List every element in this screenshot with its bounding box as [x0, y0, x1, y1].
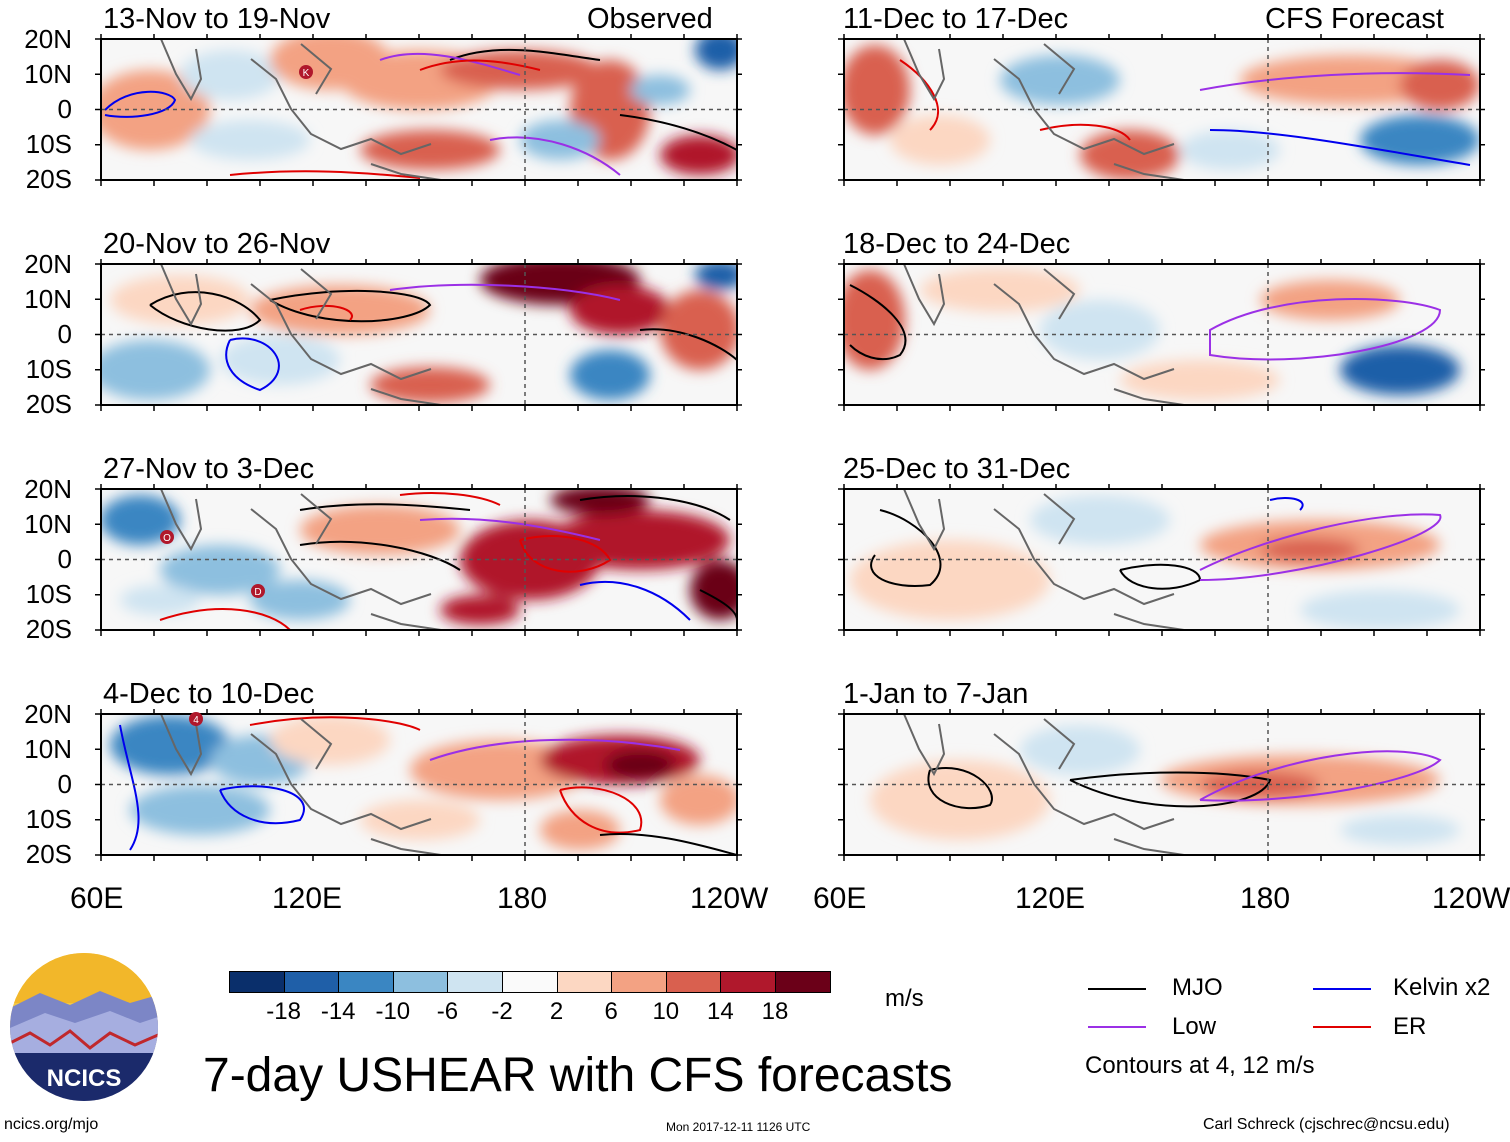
- legend-label-mjo: MJO: [1172, 974, 1223, 1001]
- svg-text:O: O: [163, 533, 171, 544]
- colorbar-cell: [556, 971, 613, 993]
- panel-title-1: 13-Nov to 19-Nov: [103, 3, 331, 35]
- ncics-logo: NCICS: [10, 953, 158, 1101]
- y-tick-label: 10N: [24, 59, 72, 89]
- legend-label-low: Low: [1172, 1013, 1217, 1040]
- colorbar-cell: [665, 971, 722, 993]
- legend-line-kelvin: [1313, 988, 1371, 990]
- y-tick-label: 20N: [24, 249, 72, 279]
- y-tick-label: 20N: [24, 699, 72, 729]
- legend-line-er: [1313, 1026, 1371, 1028]
- panel-title-7: 25-Dec to 31-Dec: [843, 453, 1071, 485]
- footer-url: ncics.org/mjo: [4, 1116, 99, 1133]
- map-panel-1: [101, 39, 737, 180]
- colorbar-cell: [447, 971, 503, 993]
- colorbar-cell: [611, 971, 667, 993]
- svg-text:K: K: [303, 68, 310, 79]
- y-tick-label: 10S: [25, 129, 72, 159]
- legend-label-kelvin: Kelvin x2: [1393, 974, 1491, 1001]
- colorbar-tick-label: -2: [491, 998, 513, 1025]
- panel-title-5: 11-Dec to 17-Dec: [843, 3, 1069, 35]
- colorbar-tick-label: -14: [320, 998, 356, 1025]
- map-panel-8: [844, 714, 1480, 855]
- legend-line-mjo: [1088, 988, 1146, 990]
- x-tick-left-120e: 120E: [272, 882, 343, 915]
- svg-text:D: D: [254, 587, 261, 598]
- y-tick-label: 20S: [25, 164, 72, 194]
- colorbar-tick-label: -10: [375, 998, 411, 1025]
- y-tick-label: 20S: [25, 839, 72, 869]
- x-tick-right-120e: 120E: [1015, 882, 1086, 915]
- colorbar-cell: [229, 971, 285, 993]
- x-tick-left-60e: 60E: [70, 882, 124, 915]
- svg-text:4: 4: [193, 715, 199, 726]
- panel-title-6: 18-Dec to 24-Dec: [843, 228, 1071, 260]
- footer-credit: Carl Schreck (cjschrec@ncsu.edu): [1203, 1116, 1450, 1133]
- y-tick-label: 0: [57, 319, 72, 349]
- y-tick-label: 10N: [24, 509, 72, 539]
- panel-title-3: 27-Nov to 3-Dec: [103, 453, 315, 485]
- panel-title-8: 1-Jan to 7-Jan: [843, 678, 1029, 710]
- y-tick-label: 10N: [24, 284, 72, 314]
- observed-label: Observed: [587, 3, 713, 35]
- y-tick-label: 20S: [25, 389, 72, 419]
- y-tick-label: 0: [57, 769, 72, 799]
- colorbar-cell: [283, 971, 340, 993]
- colorbar-units: m/s: [885, 985, 924, 1012]
- x-tick-left-120w: 120W: [690, 882, 769, 915]
- y-tick-label: 10S: [25, 579, 72, 609]
- colorbar-tick-label: 2: [549, 998, 564, 1025]
- colorbar-cell: [502, 971, 558, 993]
- storm-marker-d: D: [251, 584, 265, 598]
- storm-marker-4: 4: [189, 712, 203, 726]
- colorbar-tick-label: 18: [761, 998, 789, 1025]
- colorbar-tick-label: -18: [266, 998, 301, 1025]
- colorbar-cell: [775, 971, 831, 993]
- colorbar-tick-label: 6: [604, 998, 618, 1025]
- x-tick-left-180: 180: [497, 882, 548, 915]
- colorbar-tick-label: -6: [436, 998, 459, 1025]
- panel-title-4: 4-Dec to 10-Dec: [103, 678, 315, 710]
- colorbar-cell: [338, 971, 394, 993]
- contour-note: Contours at 4, 12 m/s: [1085, 1052, 1315, 1079]
- colorbar-cell: [720, 971, 776, 993]
- x-tick-right-60e: 60E: [813, 882, 867, 915]
- y-tick-label: 20S: [25, 614, 72, 644]
- map-panel-2: [101, 264, 737, 405]
- panel-title-2: 20-Nov to 26-Nov: [103, 228, 331, 260]
- y-tick-label: 10S: [25, 354, 72, 384]
- colorbar-tick-label: 10: [652, 998, 680, 1025]
- colorbar-tick-label: 14: [707, 998, 734, 1025]
- grid-and-frames: [95, 34, 1485, 861]
- map-panel-7: [844, 489, 1480, 630]
- main-title: 7-day USHEAR with CFS forecasts: [203, 1049, 953, 1102]
- colorbar-cell: [392, 971, 449, 993]
- footer-timestamp: Mon 2017-12-11 1126 UTC: [666, 1120, 811, 1134]
- y-tick-label: 10S: [25, 804, 72, 834]
- storm-marker-o: O: [160, 530, 174, 544]
- forecast-label: CFS Forecast: [1265, 3, 1444, 35]
- y-tick-label: 20N: [24, 474, 72, 504]
- y-tick-label: 20N: [24, 24, 72, 54]
- legend-line-low: [1088, 1026, 1146, 1028]
- storm-marker-k: K: [299, 65, 313, 79]
- x-tick-right-180: 180: [1240, 882, 1291, 915]
- x-tick-right-120w: 120W: [1432, 882, 1510, 915]
- y-tick-label: 0: [57, 94, 72, 124]
- logo-text: NCICS: [46, 1065, 122, 1092]
- y-tick-label: 0: [57, 544, 72, 574]
- y-tick-label: 10N: [24, 734, 72, 764]
- legend-label-er: ER: [1393, 1013, 1427, 1040]
